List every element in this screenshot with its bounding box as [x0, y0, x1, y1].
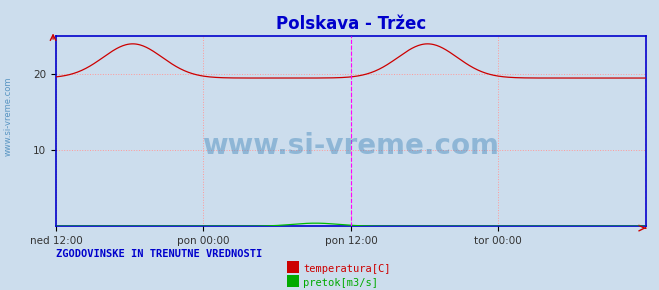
Text: pretok[m3/s]: pretok[m3/s]: [303, 278, 378, 288]
Text: www.si-vreme.com: www.si-vreme.com: [202, 133, 500, 160]
Text: ZGODOVINSKE IN TRENUTNE VREDNOSTI: ZGODOVINSKE IN TRENUTNE VREDNOSTI: [56, 249, 262, 259]
Title: Polskava - Tržec: Polskava - Tržec: [276, 15, 426, 33]
Text: temperatura[C]: temperatura[C]: [303, 264, 391, 274]
Text: www.si-vreme.com: www.si-vreme.com: [3, 76, 13, 156]
